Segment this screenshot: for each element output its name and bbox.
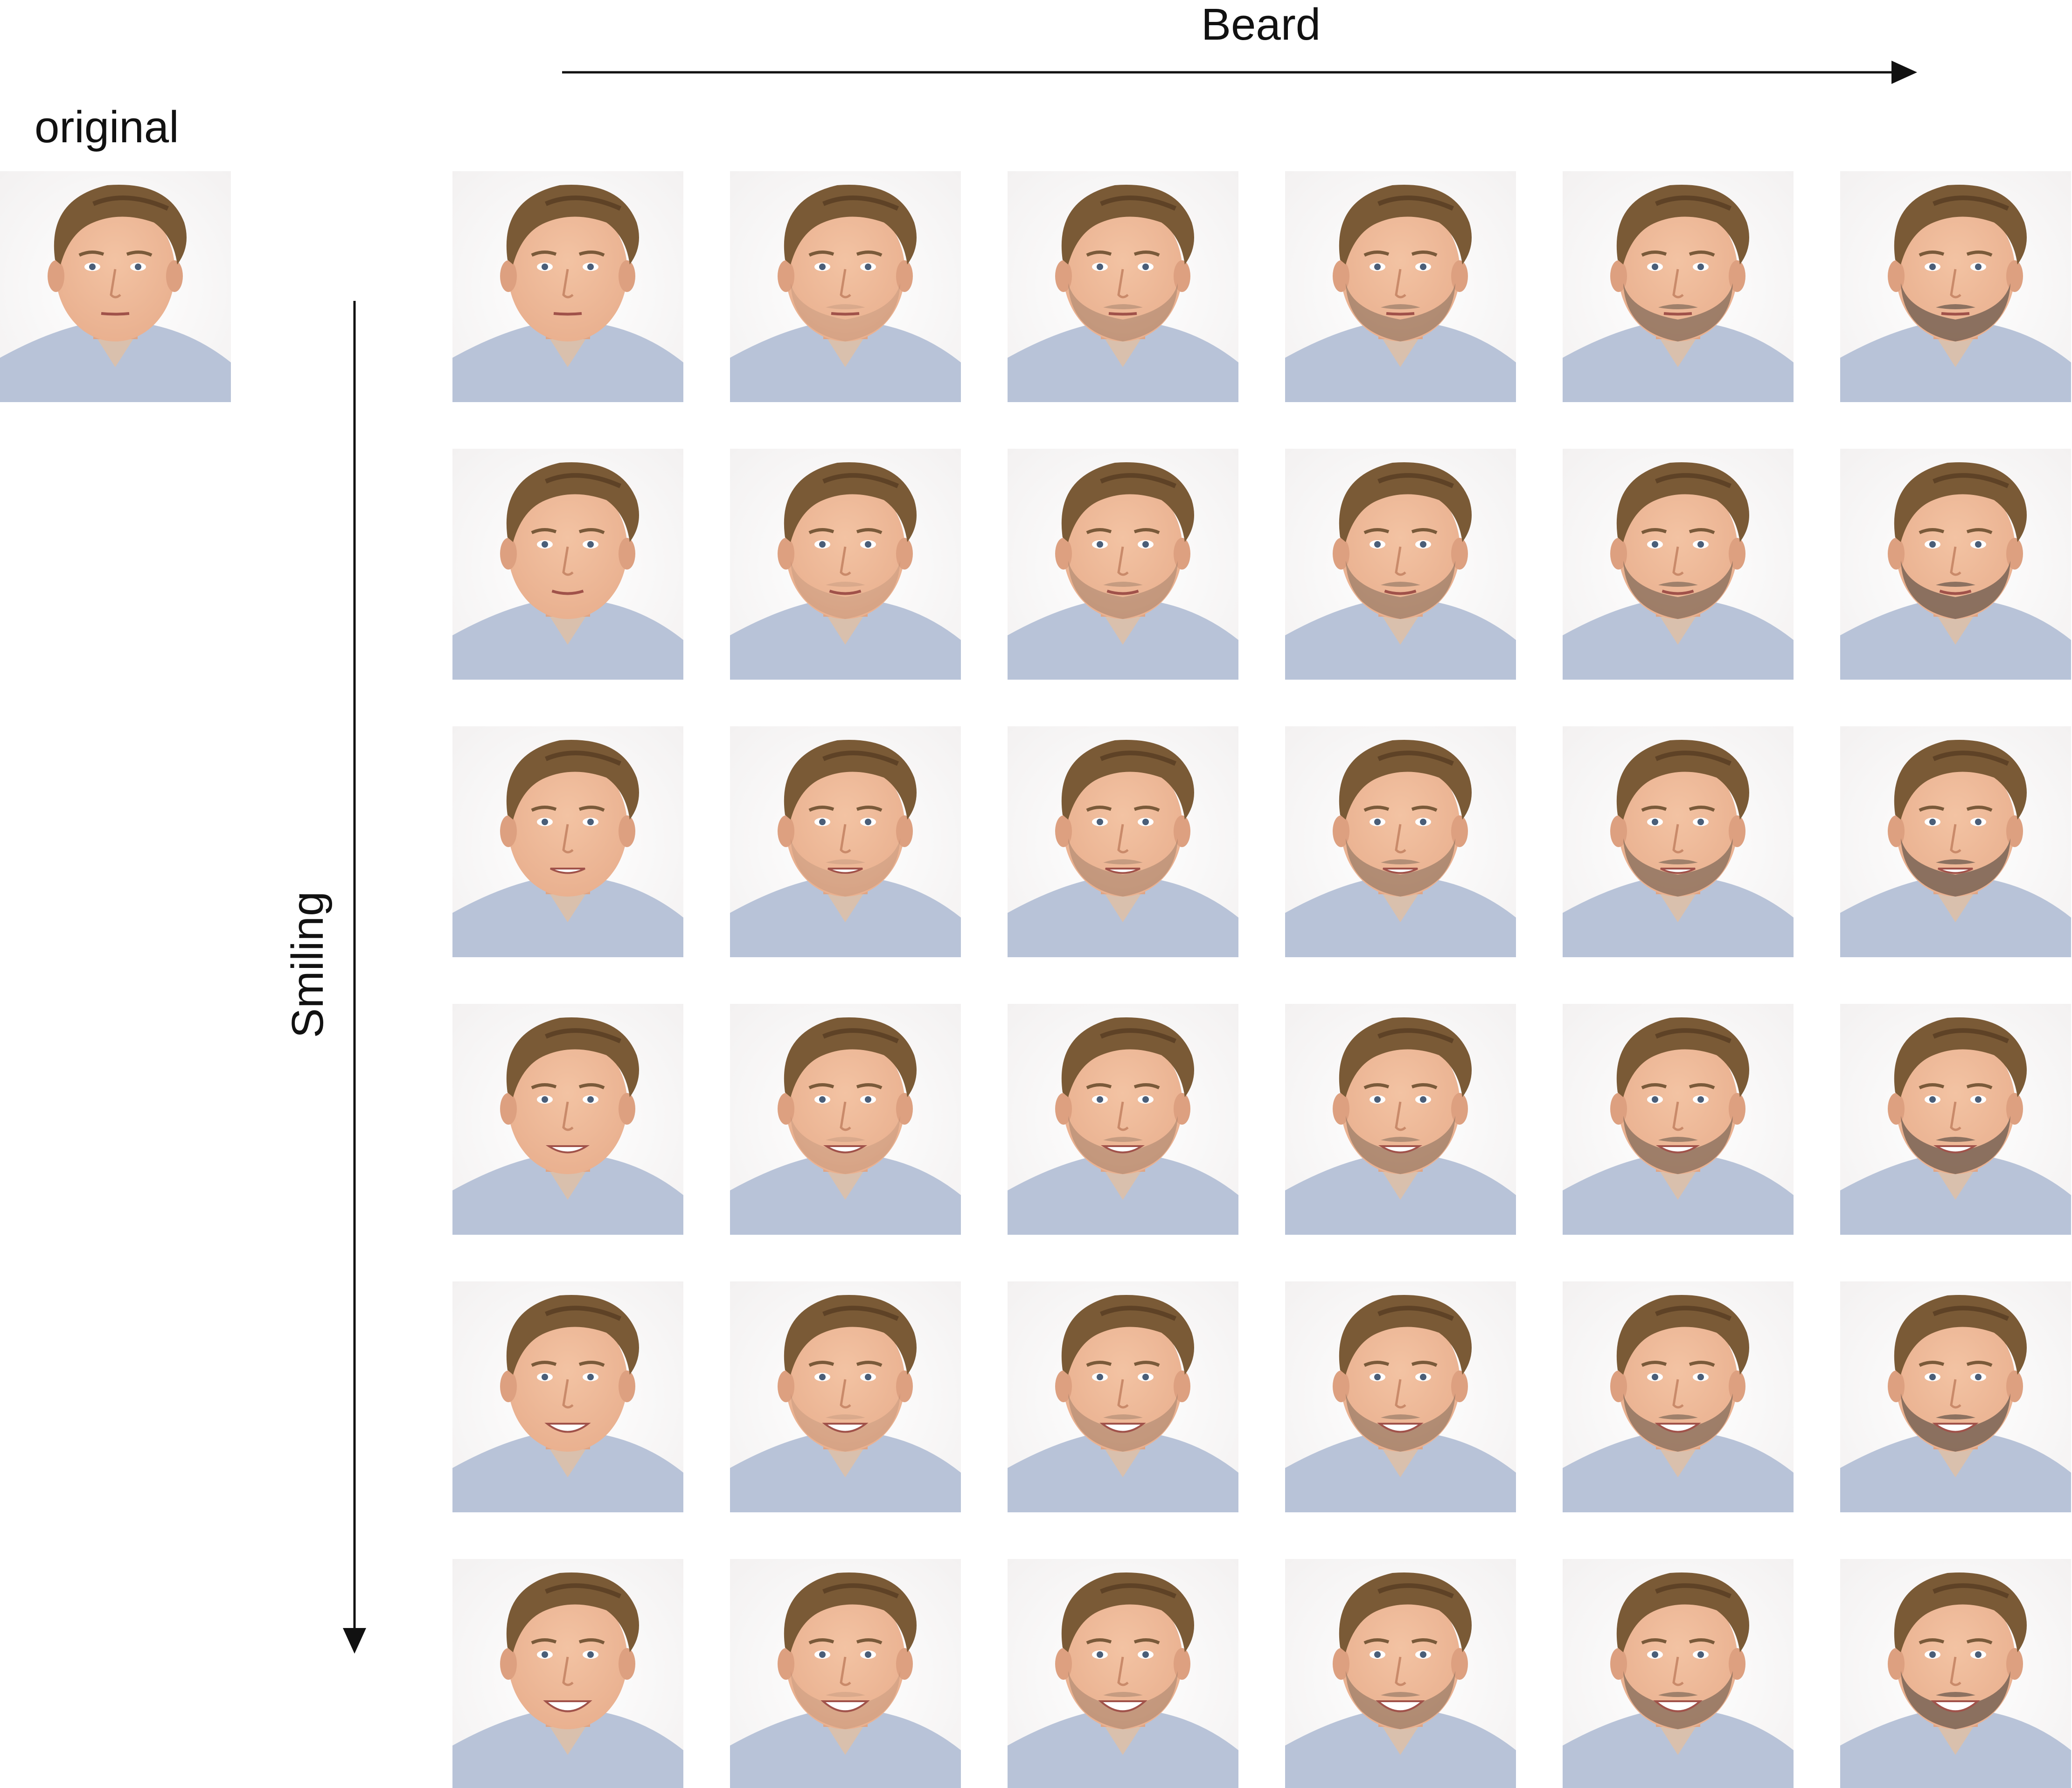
- face-image-r3-c6: [1840, 726, 2071, 957]
- face-image-r6-c2: [730, 1559, 961, 1788]
- face-image-r1-c2: [730, 171, 961, 402]
- face-image-r3-c4: [1285, 726, 1516, 957]
- face-image-r4-c3: [1008, 1004, 1238, 1235]
- face-image-r6-c5: [1563, 1559, 1794, 1788]
- face-image-r1-c3: [1008, 171, 1238, 402]
- face-image-r2-c4: [1285, 449, 1516, 680]
- face-image-r2-c6: [1840, 449, 2071, 680]
- face-image-r1-c5: [1563, 171, 1794, 402]
- face-image-r5-c5: [1563, 1281, 1794, 1512]
- face-image-r1-c1: [452, 171, 683, 402]
- face-image-r1-c6: [1840, 171, 2071, 402]
- face-image-r5-c6: [1840, 1281, 2071, 1512]
- face-image-r6-c3: [1008, 1559, 1238, 1788]
- face-image-r3-c1: [452, 726, 683, 957]
- original-label: original: [35, 102, 179, 152]
- face-image-r4-c4: [1285, 1004, 1516, 1235]
- beard-axis-arrow: [562, 61, 1917, 84]
- smiling-axis-arrow: [343, 301, 366, 1654]
- face-image-r4-c1: [452, 1004, 683, 1235]
- face-image-r2-c5: [1563, 449, 1794, 680]
- face-image-r5-c3: [1008, 1281, 1238, 1512]
- face-image-r3-c2: [730, 726, 961, 957]
- beard-axis-label: Beard: [1201, 0, 1321, 49]
- face-image-r5-c2: [730, 1281, 961, 1512]
- face-image-r4-c2: [730, 1004, 961, 1235]
- face-image-r1-c4: [1285, 171, 1516, 402]
- face-image-r6-c6: [1840, 1559, 2071, 1788]
- original-face-image: [0, 171, 231, 402]
- face-image-r6-c1: [452, 1559, 683, 1788]
- face-image-r6-c4: [1285, 1559, 1516, 1788]
- face-image-r4-c6: [1840, 1004, 2071, 1235]
- face-image-r2-c1: [452, 449, 683, 680]
- smiling-axis-label: Smiling: [283, 891, 333, 1038]
- face-image-r4-c5: [1563, 1004, 1794, 1235]
- face-image-r5-c1: [452, 1281, 683, 1512]
- face-image-r3-c3: [1008, 726, 1238, 957]
- face-image-r3-c5: [1563, 726, 1794, 957]
- face-image-r2-c3: [1008, 449, 1238, 680]
- face-image-r2-c2: [730, 449, 961, 680]
- face-image-r5-c4: [1285, 1281, 1516, 1512]
